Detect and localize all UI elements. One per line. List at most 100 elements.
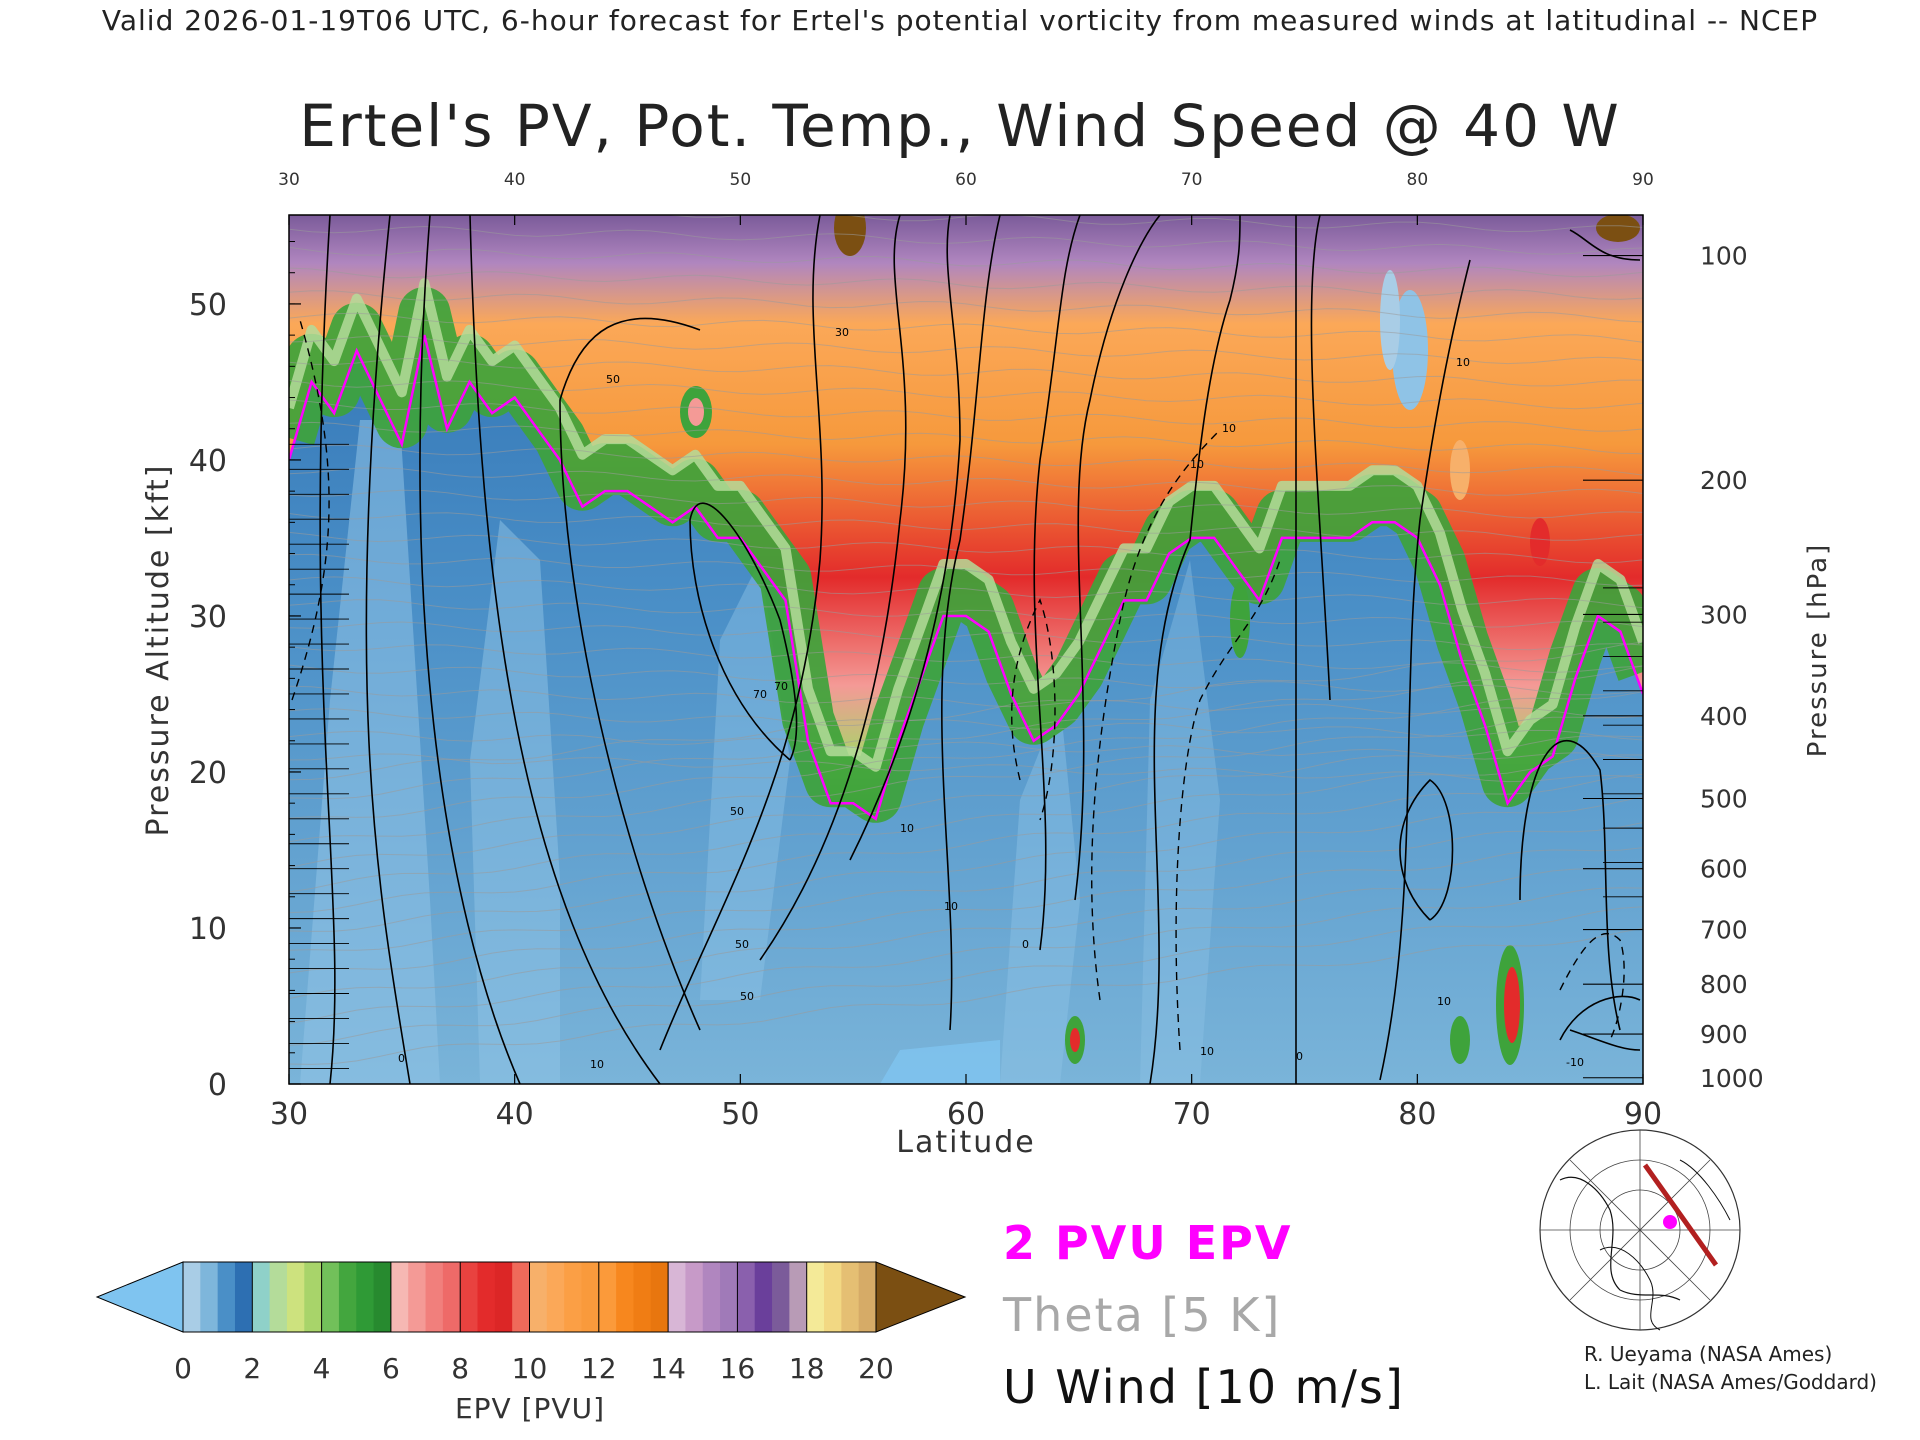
y-tick-label: 40 (189, 444, 227, 479)
colorbar-swatch (598, 1262, 617, 1332)
theta-contour (289, 379, 1643, 410)
colorbar-swatch (841, 1262, 860, 1332)
x-top-tick-label: 70 (1181, 170, 1203, 190)
colorbar-swatch (668, 1262, 686, 1332)
colorbar-tick-label: 20 (858, 1352, 894, 1385)
theta-contour (289, 730, 1643, 761)
theta-contour (289, 599, 1643, 628)
colorbar-tick-label: 18 (789, 1352, 825, 1385)
contour-label: 50 (740, 990, 754, 1003)
colorbar-swatch (754, 1262, 773, 1332)
theta-contour (289, 576, 1643, 609)
colorbar-swatch (512, 1262, 530, 1332)
colorbar-swatch (217, 1262, 236, 1332)
colorbar-swatch (286, 1262, 305, 1332)
two-pvu-contour (289, 334, 1643, 821)
colorbar-swatch (581, 1262, 600, 1332)
colorbar-swatch (252, 1262, 271, 1332)
colorbar-swatch (234, 1262, 253, 1332)
colorbar-tick-label: 14 (650, 1352, 686, 1385)
contour-label: 10 (590, 1058, 604, 1071)
colorbar-swatch (183, 1262, 201, 1332)
pressure-tick-label: 700 (1700, 916, 1748, 945)
theta-contour (289, 225, 1643, 255)
colorbar-swatch (772, 1262, 790, 1332)
y-tick-label: 30 (189, 600, 227, 635)
x-top-tick-label: 90 (1632, 170, 1654, 190)
theta-contour (289, 927, 1643, 1065)
legend-u-wind: U Wind [10 m/s] (1003, 1360, 1405, 1414)
theta-contour (289, 735, 1643, 869)
x-tick-label: 90 (1624, 1097, 1662, 1132)
legend-2pvu: 2 PVU EPV (1003, 1216, 1293, 1270)
colorbar-swatch (408, 1262, 427, 1332)
y-tick-label: 20 (189, 756, 227, 791)
colorbar-swatch (373, 1262, 392, 1332)
colorbar-swatch (616, 1262, 634, 1332)
x-tick-label: 40 (496, 1097, 534, 1132)
colorbar-tick-label: 12 (581, 1352, 617, 1385)
theta-contour (289, 335, 1643, 365)
colorbar: 0 2 4 6 8 10 12 14 16 18 20 (95, 1261, 967, 1385)
colorbar-swatch (494, 1262, 513, 1332)
x-top-tick-label: 40 (504, 170, 526, 190)
colorbar-swatch (737, 1262, 756, 1332)
pressure-axis-label: Pressure [hPa] (1803, 543, 1833, 758)
contour-label: 50 (735, 938, 749, 951)
colorbar-swatch (321, 1262, 340, 1332)
contour-label: 50 (606, 373, 620, 386)
colorbar-tick-label: 4 (313, 1352, 331, 1385)
colorbar-swatch (390, 1262, 409, 1332)
colorbar-swatch (529, 1262, 548, 1332)
colorbar-swatch (650, 1262, 669, 1332)
colorbar-under-arrow (95, 1261, 184, 1333)
contour-label: 10 (1456, 356, 1470, 369)
theta-contour (289, 531, 1643, 564)
theta-contour (289, 467, 1643, 496)
colorbar-swatch (200, 1262, 219, 1332)
credit-line-1: R. Ueyama (NASA Ames) (1584, 1342, 1833, 1366)
theta-contour (289, 644, 1643, 673)
theta-contour (289, 887, 1643, 1025)
pressure-tick-label: 900 (1700, 1020, 1748, 1049)
legend-theta: Theta [5 K] (1003, 1288, 1282, 1342)
colorbar-swatch (806, 1262, 825, 1332)
theta-contour (289, 357, 1643, 387)
pv-blobs (680, 215, 1640, 1065)
u-wind-negative-contours (291, 319, 1625, 1051)
colorbar-swatch (460, 1262, 479, 1332)
contour-label: 10 (1200, 1045, 1214, 1058)
colorbar-tick-label: 16 (720, 1352, 756, 1385)
x-top-tick-label: 50 (730, 170, 752, 190)
theta-contour (289, 868, 1643, 1000)
theta-contour (289, 691, 1643, 819)
stratosphere-pv-fill (289, 215, 1643, 819)
pressure-tick-label: 100 (1700, 242, 1748, 271)
x-tick-label: 80 (1398, 1097, 1436, 1132)
colorbar-frame (182, 1261, 877, 1333)
valid-time-header: Valid 2026-01-19T06 UTC, 6-hour forecast… (101, 4, 1819, 37)
pv-transition-band (289, 287, 1643, 823)
theta-contour (289, 754, 1643, 893)
contour-label: 10 (900, 822, 914, 835)
theta-contour (289, 715, 1643, 843)
u-wind-contours (319, 215, 1641, 1084)
contour-label: 30 (835, 326, 849, 339)
colorbar-swatch (477, 1262, 496, 1332)
contour-label: 10 (1190, 458, 1204, 471)
colorbar-swatch (425, 1262, 444, 1332)
theta-contour (289, 399, 1643, 432)
colorbar-swatch (338, 1262, 357, 1332)
x-axis-label: Latitude (896, 1125, 1035, 1160)
contour-label: 50 (730, 805, 744, 818)
theta-contour (289, 708, 1643, 741)
theta-contour (289, 421, 1643, 455)
theta-contour (289, 512, 1643, 541)
contour-label: 10 (1222, 422, 1236, 435)
x-top-tick-label: 30 (278, 170, 300, 190)
theta-contour (289, 621, 1643, 651)
contour-label: 0 (1022, 938, 1029, 951)
pressure-tick-label: 200 (1700, 466, 1748, 495)
